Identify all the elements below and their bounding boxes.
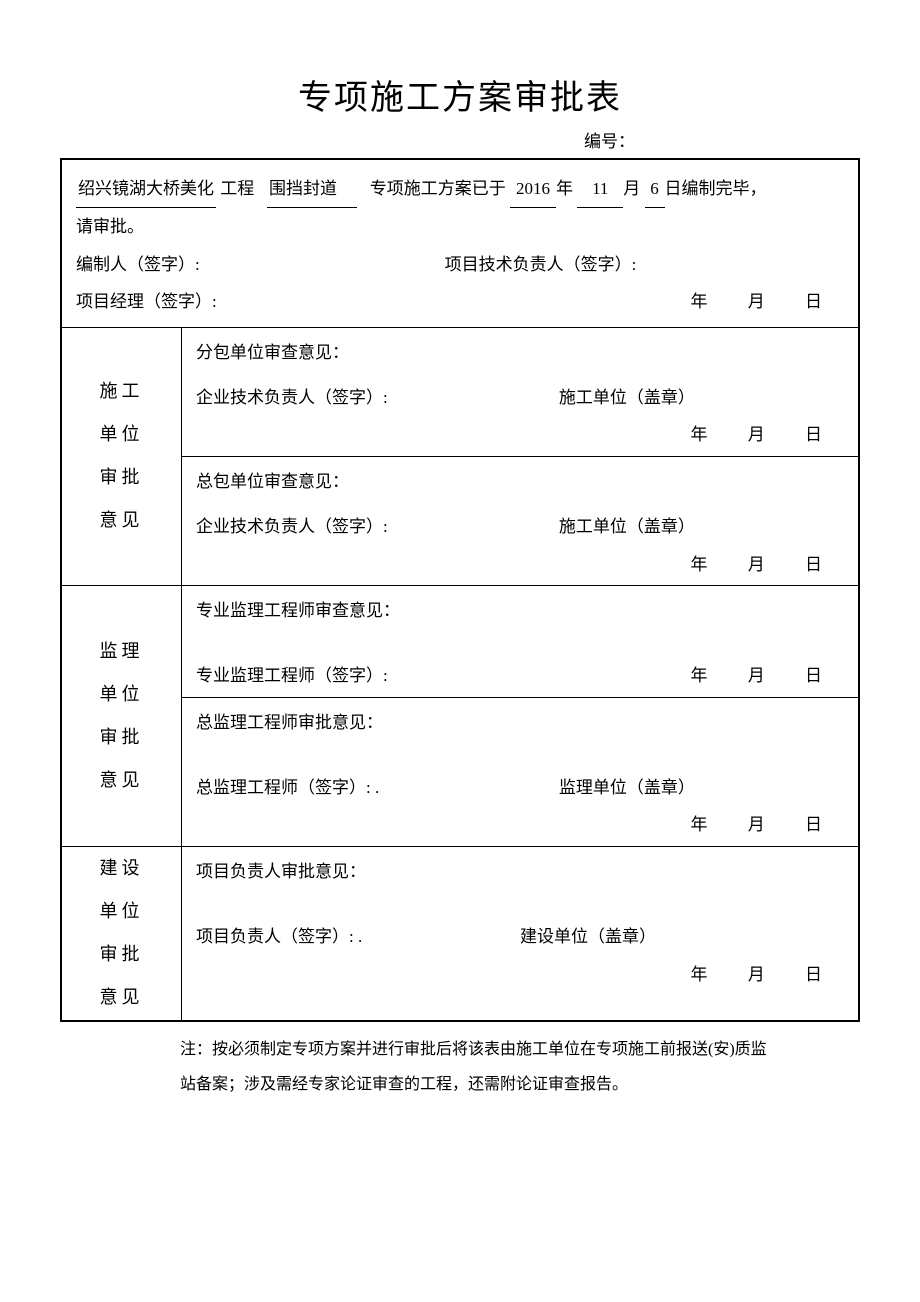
document-page: 专项施工方案审批表 编号： 绍兴镜湖大桥美化 工程 围挡封道 专项施工方案已于 …	[0, 0, 920, 1142]
footnote-line1: 注：按必须制定专项方案并进行审批后将该表由施工单位在专项施工前报送(安)质监	[180, 1032, 846, 1067]
intro-month: 11	[577, 170, 623, 208]
construction-section: 施工 单位 审批 意见 分包单位审查意见： 企业技术负责人（签字）: 施工单位（…	[62, 328, 858, 586]
supervision-sub2: 总监理工程师审批意见： 总监理工程师（签字）: . 监理单位（盖章） 年 月 日	[182, 698, 858, 846]
sub-heading: 总包单位审查意见：	[196, 463, 844, 500]
intro-please: 请审批。	[76, 208, 844, 245]
compiler-row: 编制人（签字）: 项目技术负责人（签字）:	[76, 246, 844, 283]
owner-side-label: 建设 单位 审批 意见	[62, 847, 182, 1020]
supervision-sub1: 专业监理工程师审查意见： 专业监理工程师（签字）: 年 月 日	[182, 586, 858, 698]
intro-mid: 专项施工方案已于	[370, 179, 506, 198]
intro-day: 6	[645, 170, 665, 208]
sub-date: 年 月 日	[691, 657, 845, 694]
intro-block: 绍兴镜湖大桥美化 工程 围挡封道 专项施工方案已于 2016年 11月 6日编制…	[62, 160, 858, 328]
sub-date: 年 月 日	[196, 416, 844, 453]
project-name: 绍兴镜湖大桥美化	[76, 170, 216, 208]
construction-sub2: 总包单位审查意见： 企业技术负责人（签字）: 施工单位（盖章） 年 月 日	[182, 457, 858, 585]
sub-stamp: 施工单位（盖章）	[559, 379, 844, 416]
supervision-side-label: 监理 单位 审批 意见	[62, 586, 182, 846]
sub-stamp: 施工单位（盖章）	[559, 508, 844, 545]
sub-heading: 专业监理工程师审查意见：	[196, 592, 844, 629]
tech-lead-label: 项目技术负责人（签字）:	[445, 246, 844, 283]
sub-date: 年 月 日	[196, 806, 844, 843]
form-outer: 绍兴镜湖大桥美化 工程 围挡封道 专项施工方案已于 2016年 11月 6日编制…	[60, 158, 860, 1022]
sub-signer: 项目负责人（签字）: .	[196, 918, 362, 955]
supervision-section: 监理 单位 审批 意见 专业监理工程师审查意见： 专业监理工程师（签字）: 年 …	[62, 586, 858, 847]
sub-date: 年 月 日	[196, 546, 844, 583]
supervision-content: 专业监理工程师审查意见： 专业监理工程师（签字）: 年 月 日 总监理工程师审批…	[182, 586, 858, 846]
compiler-label: 编制人（签字）:	[76, 246, 200, 283]
sub-signer: 企业技术负责人（签字）:	[196, 508, 388, 545]
sub-stamp: 建设单位（盖章）	[520, 918, 844, 955]
sub-stamp: 监理单位（盖章）	[559, 769, 844, 806]
footnote-line2: 站备案；涉及需经专家论证审查的工程，还需附论证审查报告。	[180, 1067, 846, 1102]
sub-heading: 项目负责人审批意见：	[196, 853, 844, 890]
word-project: 工程	[220, 179, 254, 198]
sub-heading: 总监理工程师审批意见：	[196, 704, 844, 741]
page-title: 专项施工方案审批表	[60, 70, 860, 119]
sub-signer: 企业技术负责人（签字）:	[196, 379, 388, 416]
owner-section: 建设 单位 审批 意见 项目负责人审批意见： 项目负责人（签字）: . 建设单位…	[62, 847, 858, 1020]
intro-year: 2016	[510, 170, 556, 208]
owner-sub: 项目负责人审批意见： 项目负责人（签字）: . 建设单位（盖章） 年 月 日	[182, 847, 858, 995]
sub-date: 年 月 日	[196, 956, 844, 993]
pm-label: 项目经理（签字）:	[76, 283, 217, 320]
pm-row: 项目经理（签字）: 年 月 日	[76, 283, 844, 320]
intro-date: 年 月 日	[691, 283, 845, 320]
sub-signer: 专业监理工程师（签字）:	[196, 657, 388, 694]
construction-side-label: 施工 单位 审批 意见	[62, 328, 182, 585]
sub-heading: 分包单位审查意见：	[196, 334, 844, 371]
construction-sub1: 分包单位审查意见： 企业技术负责人（签字）: 施工单位（盖章） 年 月 日	[182, 328, 858, 457]
sub-signer: 总监理工程师（签字）: .	[196, 769, 379, 806]
scheme-name: 围挡封道	[267, 170, 357, 208]
footnote: 注：按必须制定专项方案并进行审批后将该表由施工单位在专项施工前报送(安)质监 站…	[60, 1022, 860, 1102]
construction-content: 分包单位审查意见： 企业技术负责人（签字）: 施工单位（盖章） 年 月 日 总包…	[182, 328, 858, 585]
owner-content: 项目负责人审批意见： 项目负责人（签字）: . 建设单位（盖章） 年 月 日	[182, 847, 858, 1020]
intro-line-1: 绍兴镜湖大桥美化 工程 围挡封道 专项施工方案已于 2016年 11月 6日编制…	[76, 170, 844, 208]
number-label: 编号：	[60, 127, 860, 152]
